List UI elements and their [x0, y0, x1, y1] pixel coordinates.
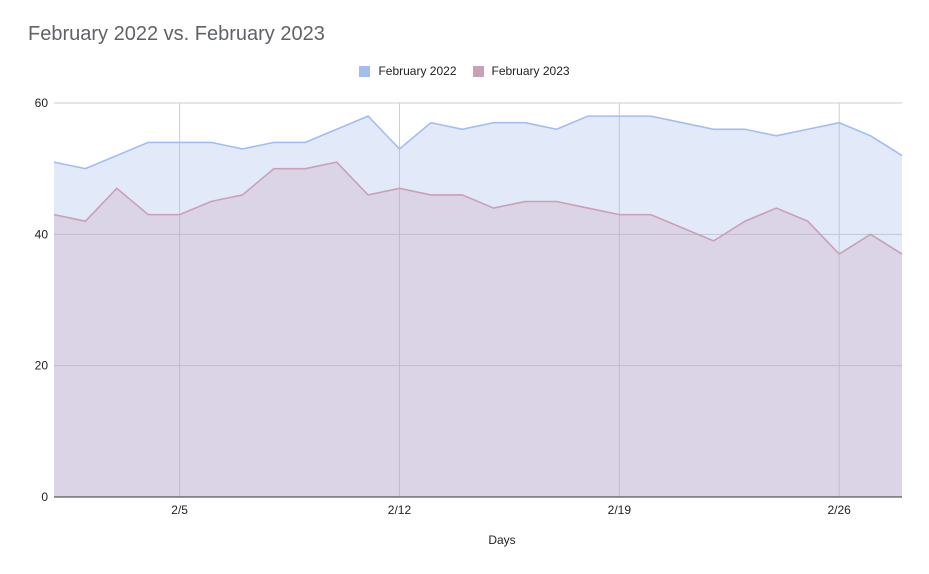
x-tick-label: 2/5 [171, 503, 188, 517]
legend-item-2022[interactable]: February 2022 [359, 64, 457, 78]
x-axis-title: Days [488, 533, 515, 547]
area-fill-2023 [54, 162, 902, 497]
area-fill-2022 [54, 116, 902, 497]
y-tick-label: 20 [35, 359, 49, 373]
legend-swatch-2022 [359, 65, 371, 77]
y-tick-label: 60 [35, 96, 49, 110]
y-tick-label: 0 [41, 490, 48, 504]
x-tick-label: 2/12 [388, 503, 412, 517]
legend-swatch-2023 [472, 65, 484, 77]
x-tick-label: 2/19 [608, 503, 632, 517]
chart-legend: February 2022 February 2023 [0, 64, 929, 78]
series-line-2023 [53, 161, 903, 256]
legend-label-2022: February 2022 [378, 64, 457, 78]
x-tick-label: 2/26 [828, 503, 852, 517]
chart-title: February 2022 vs. February 2023 [28, 23, 325, 45]
y-tick-label: 40 [35, 227, 49, 241]
legend-item-2023[interactable]: February 2023 [472, 64, 570, 78]
legend-label-2023: February 2023 [491, 64, 570, 78]
series-line-2022 [53, 115, 903, 170]
